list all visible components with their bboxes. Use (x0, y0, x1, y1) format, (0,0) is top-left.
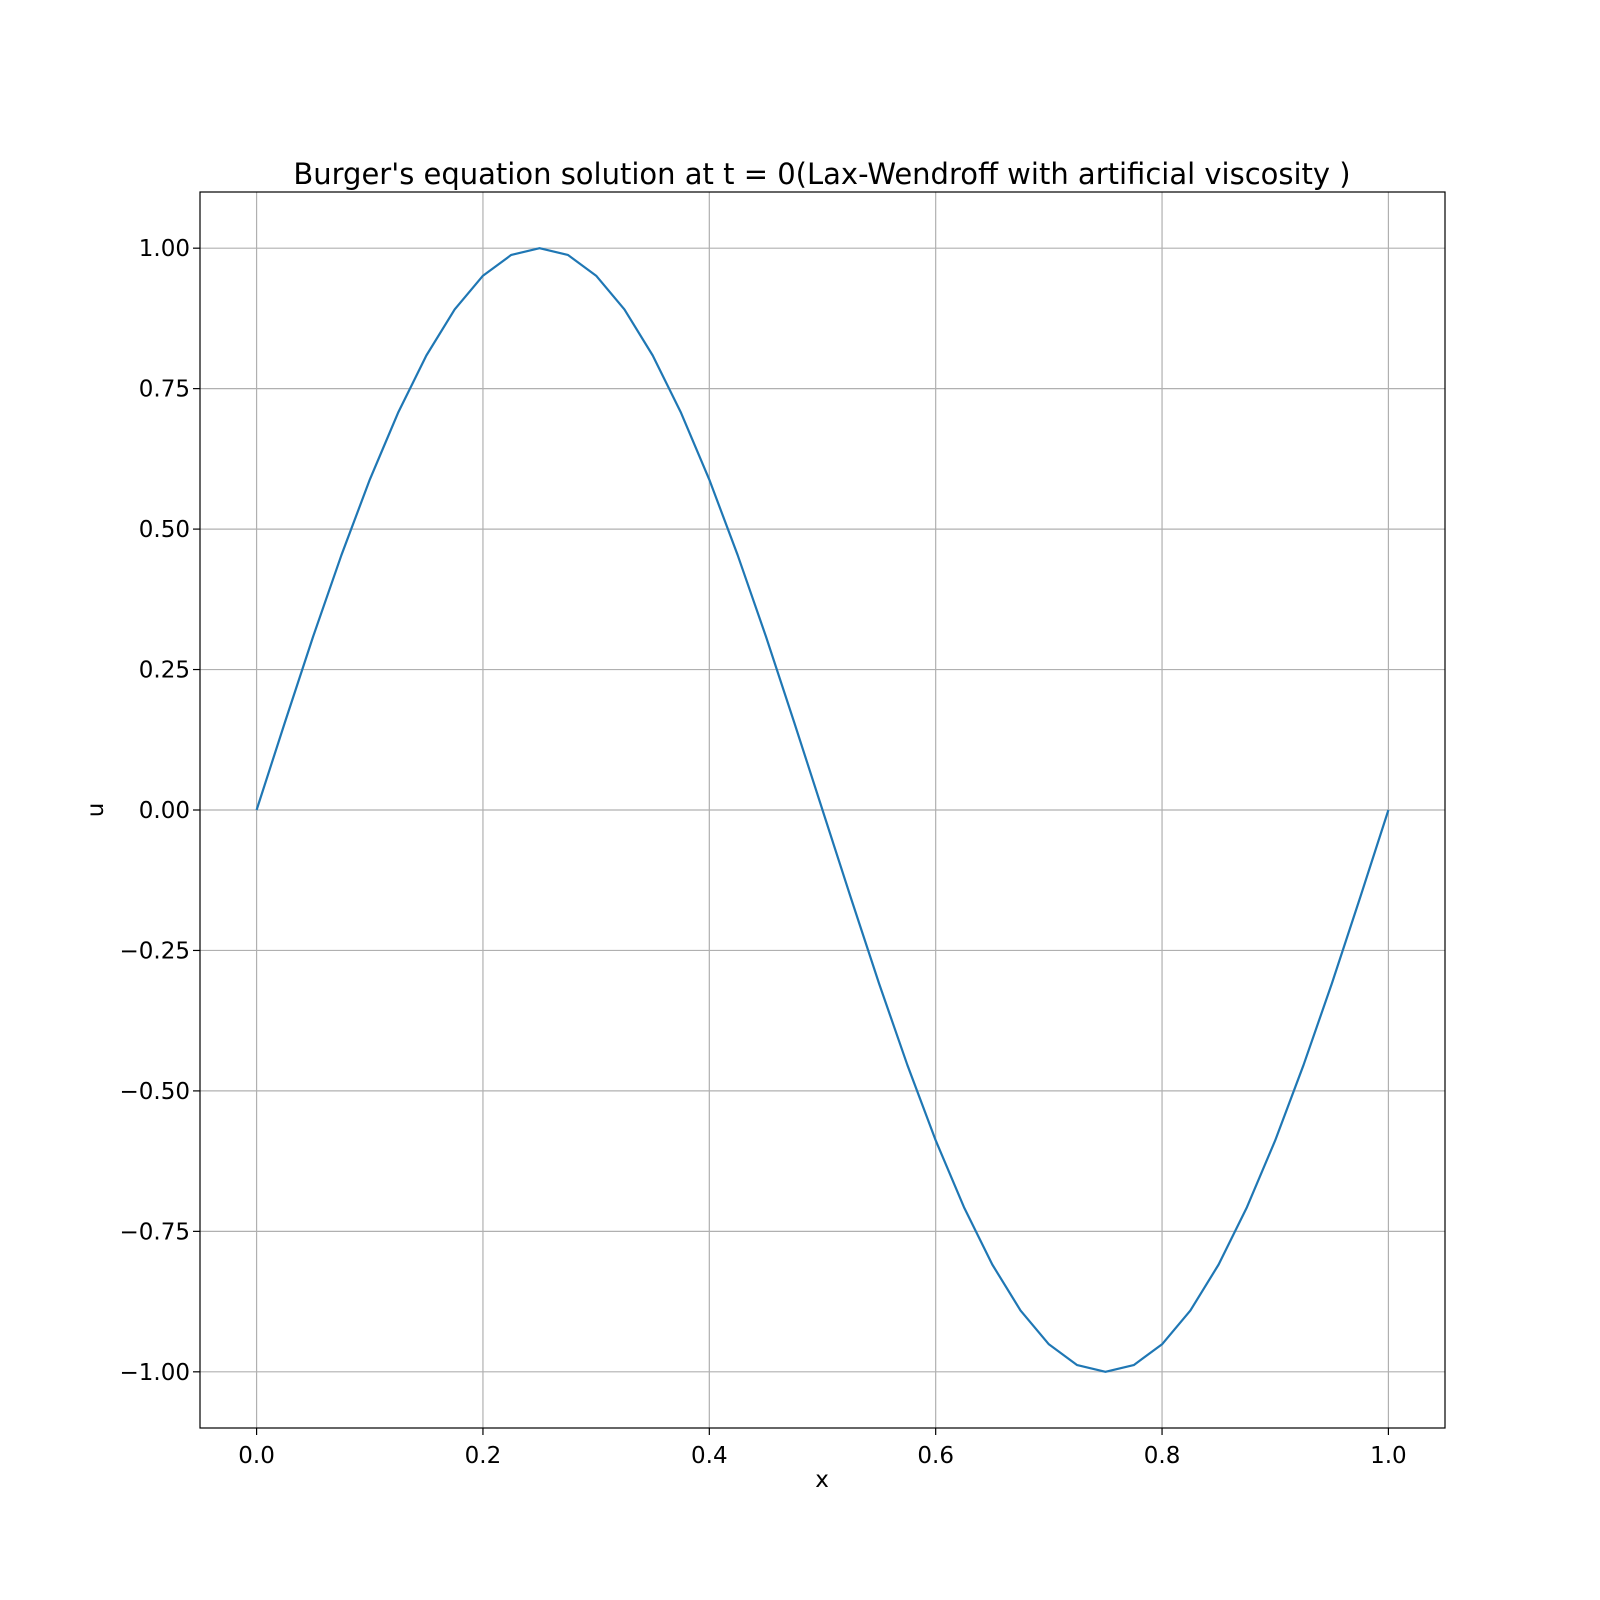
y-axis-label: u (83, 803, 109, 818)
x-tick-label: 0.0 (238, 1443, 275, 1469)
y-tick-label: −1.00 (120, 1360, 190, 1386)
x-tick-label: 0.8 (1144, 1443, 1181, 1469)
series-layer (255, 247, 1390, 1373)
y-tick-label: 0.25 (139, 658, 190, 684)
x-axis-label: x (815, 1467, 829, 1493)
y-tick-label: −0.25 (120, 938, 190, 964)
x-tick-label: 1.0 (1370, 1443, 1407, 1469)
x-tick-label: 0.4 (691, 1443, 728, 1469)
y-tick-label: −0.75 (120, 1219, 190, 1245)
x-tick-label: 0.2 (465, 1443, 502, 1469)
y-tick-label: 0.50 (139, 517, 190, 543)
y-tick-label: −0.50 (120, 1079, 190, 1105)
y-tick-label: 0.75 (139, 377, 190, 403)
chart-title: Burger's equation solution at t = 0(Lax-… (293, 157, 1350, 191)
x-tick-label: 0.6 (917, 1443, 954, 1469)
ticks: 0.0 0.2 0.4 0.6 0.8 1.0 1.00 0.75 0.50 0.25 0.00 −0… (120, 236, 1407, 1469)
y-tick-label: 0.00 (139, 798, 190, 824)
y-tick-label: 1.00 (139, 236, 190, 262)
series-line (255, 247, 1390, 1373)
